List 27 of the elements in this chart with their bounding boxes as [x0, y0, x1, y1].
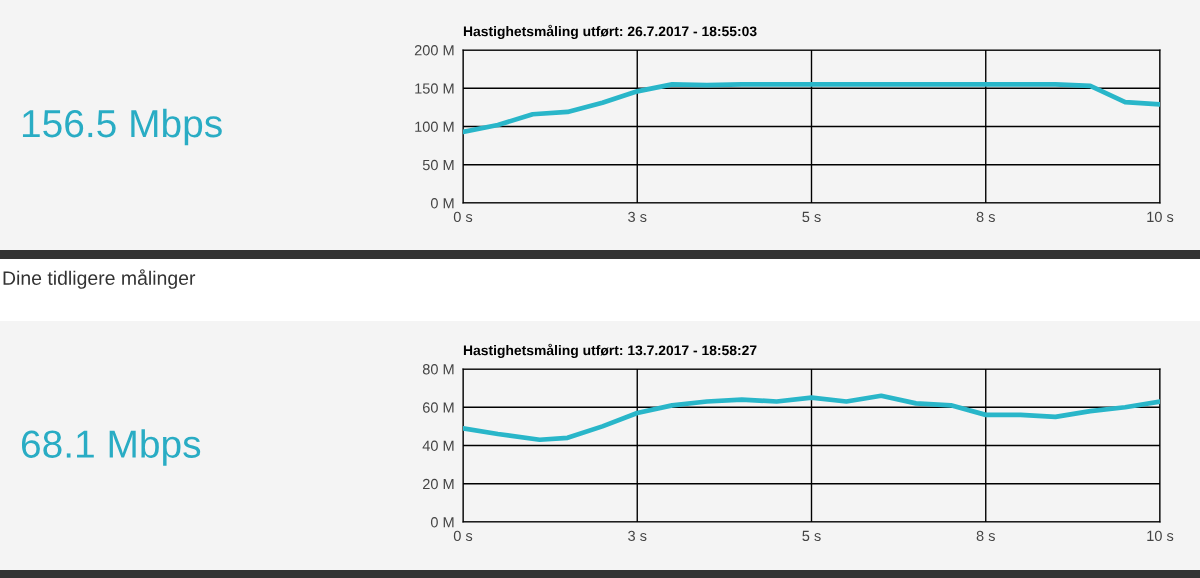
x-tick-label: 3 s [628, 211, 647, 223]
x-tick-label: 5 s [802, 211, 821, 223]
x-tick-label: 8 s [976, 530, 995, 542]
y-tick-label: 20 M [422, 478, 454, 490]
chart-title: Hastighetsmåling utført: 26.7.2017 - 18:55:03 [463, 24, 757, 40]
text: Dine tidligere målinger [3, 269, 196, 289]
text: 156.5 Mbps [22, 108, 222, 146]
text: 68.1 Mbps [21, 429, 201, 466]
y-tick-label: 80 M [422, 364, 454, 375]
x-tick-label: 0 s [453, 211, 473, 223]
x-tick-label: 5 s [802, 530, 821, 542]
x-tick-label: 8 s [976, 211, 995, 223]
y-tick-label: 60 M [422, 402, 454, 413]
y-tick-label: 0 M [430, 517, 454, 528]
x-tick-label: 10 s [1147, 530, 1174, 542]
y-tick-label: 50 M [422, 159, 454, 171]
line-series [463, 82, 1160, 135]
y-tick-label: 150 M [415, 83, 454, 94]
line-series [463, 393, 1160, 443]
x-tick-label: 3 s [628, 530, 647, 542]
chart-title: Hastighetsmåling utført: 13.7.2017 - 18:58:27 [463, 343, 757, 359]
y-tick-label: 100 M [415, 121, 454, 132]
x-tick-label: 10 s [1147, 211, 1174, 223]
y-tick-label: 0 M [430, 198, 454, 209]
y-tick-label: 40 M [422, 440, 454, 451]
x-tick-label: 0 s [453, 530, 473, 542]
y-tick-label: 200 M [414, 45, 454, 56]
